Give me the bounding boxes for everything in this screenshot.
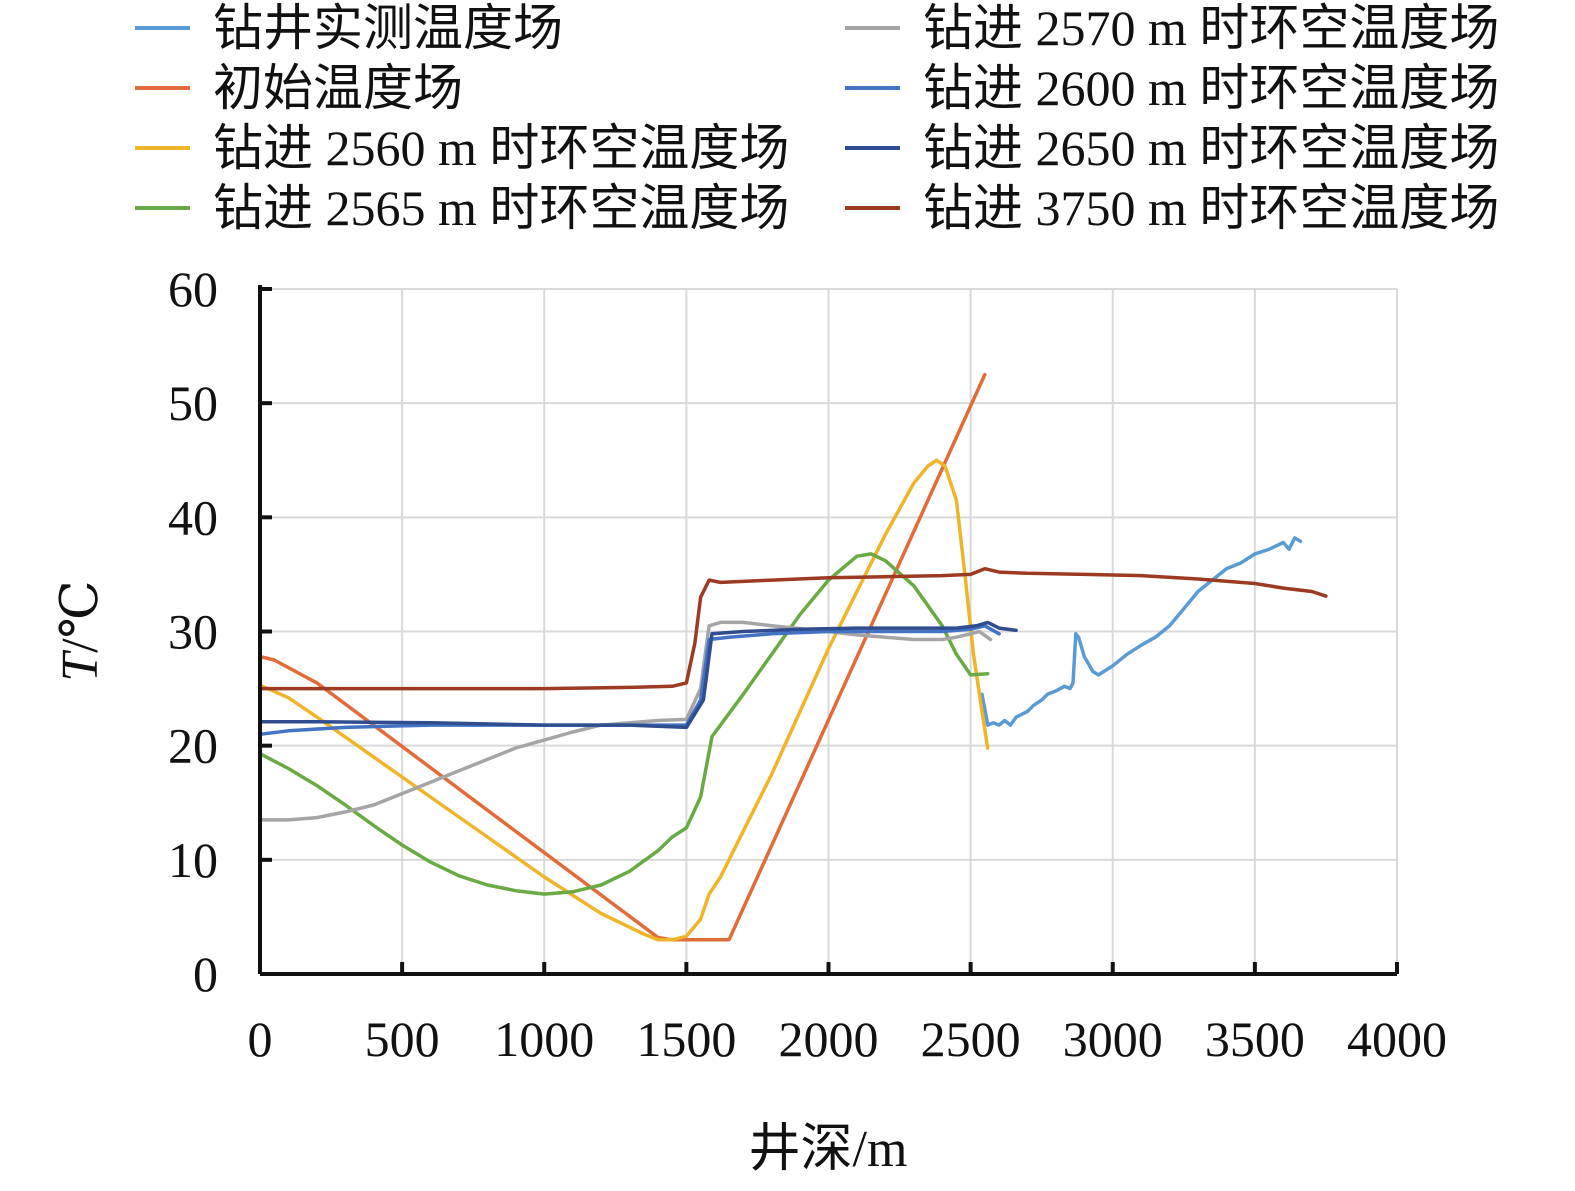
x-tick-label-6: 3000 [1063, 1011, 1163, 1067]
y-tick-label-4: 40 [168, 489, 218, 545]
series-line-1 [258, 372, 987, 942]
series-line-4 [258, 620, 993, 822]
y-axis-title: T/℃ [52, 580, 109, 682]
x-tick-label-5: 2500 [921, 1011, 1021, 1067]
x-tick-label-0: 0 [248, 1011, 273, 1067]
x-tick-label-4: 2000 [779, 1011, 879, 1067]
legend-label-1: 初始温度场 [213, 60, 463, 116]
x-tick-label-8: 4000 [1347, 1011, 1447, 1067]
x-tick-label-3: 1500 [636, 1011, 736, 1067]
series-line-7 [258, 566, 1328, 691]
x-tick-label-7: 3500 [1205, 1011, 1305, 1067]
y-axis-title-symbol: T [52, 650, 109, 682]
legend-label-4: 钻进 2570 m 时环空温度场 [923, 0, 1499, 56]
x-axis-title: 井深/m [749, 1121, 908, 1178]
axes [258, 285, 1399, 976]
legend-label-5: 钻进 2600 m 时环空温度场 [923, 60, 1499, 116]
x-tick-label-1: 500 [365, 1011, 440, 1067]
tick-labels: 0 500 1000 1500 2000 2500 3000 3500 4000 0 10 20 30 4… [168, 261, 1447, 1067]
series-line-5 [258, 624, 1001, 737]
legend-label-7: 钻进 3750 m 时环空温度场 [923, 180, 1499, 236]
series-line-3 [258, 552, 990, 896]
series-line-0 [980, 536, 1303, 727]
legend-label-6: 钻进 2650 m 时环空温度场 [923, 120, 1499, 176]
series-line-2 [258, 458, 990, 942]
legend-label-0: 钻井实测温度场 [213, 0, 563, 56]
y-tick-label-0: 0 [193, 946, 218, 1002]
y-tick-label-1: 10 [168, 832, 218, 888]
series-line-6 [258, 620, 1018, 730]
y-tick-label-2: 20 [168, 718, 218, 774]
y-tick-label-5: 50 [168, 375, 218, 431]
series-group [258, 372, 1328, 942]
legend-label-2: 钻进 2560 m 时环空温度场 [213, 120, 789, 176]
y-tick-label-3: 30 [168, 604, 218, 660]
x-tick-label-2: 1000 [494, 1011, 594, 1067]
y-tick-label-6: 60 [168, 261, 218, 317]
legend-label-3: 钻进 2565 m 时环空温度场 [213, 180, 789, 236]
y-axis-title-unit: /℃ [52, 580, 109, 653]
